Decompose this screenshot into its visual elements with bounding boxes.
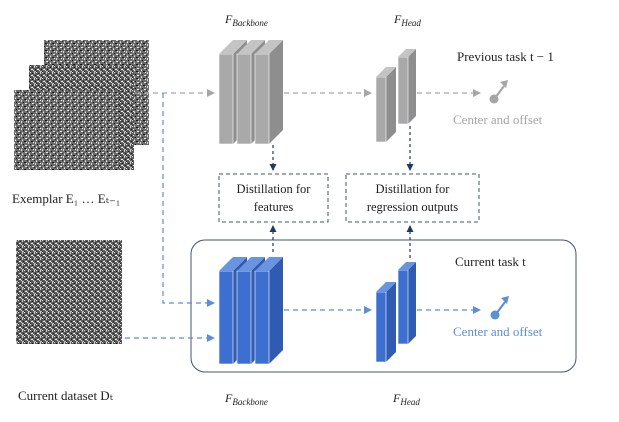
layer-block bbox=[397, 262, 416, 345]
backbone-label-bottom: FBackbone bbox=[224, 391, 268, 407]
backbone-current bbox=[218, 257, 283, 365]
head-current bbox=[375, 262, 416, 363]
layer-block bbox=[375, 67, 396, 143]
backbone-previous bbox=[218, 40, 283, 145]
previous-task-label: Previous task t − 1 bbox=[457, 49, 554, 64]
current-dataset-label: Current dataset Dₜ bbox=[18, 388, 114, 403]
pin-arrow-icon-previous bbox=[489, 80, 508, 104]
current-dataset-image bbox=[16, 240, 122, 344]
layer-block bbox=[375, 282, 396, 363]
current-task-box bbox=[190, 239, 577, 373]
layer-block bbox=[254, 40, 283, 145]
output-bottom-label: Center and offset bbox=[453, 324, 543, 339]
distill-regression-box bbox=[345, 173, 480, 223]
distill-regression-line1: Distillation for bbox=[376, 182, 451, 196]
backbone-label-top: FBackbone bbox=[224, 12, 268, 28]
layer-block bbox=[397, 49, 416, 125]
distill-features-box bbox=[218, 173, 329, 223]
distill-features-line2: features bbox=[254, 200, 294, 214]
distill-features-line1: Distillation for bbox=[237, 182, 312, 196]
pin-arrow-icon-current bbox=[490, 296, 509, 320]
exemplar-label: Exemplar E₁ … Eₜ₋₁ bbox=[12, 191, 120, 206]
exemplar-image-front bbox=[14, 90, 119, 170]
arrow-exemplar-to-current-backbone bbox=[162, 93, 215, 307]
current-task-label: Current task t bbox=[455, 254, 526, 269]
exemplar-image-stack bbox=[14, 40, 149, 170]
layer-block bbox=[254, 257, 283, 365]
head-label-bottom: FHead bbox=[392, 391, 420, 407]
head-previous bbox=[375, 49, 416, 143]
output-top-label: Center and offset bbox=[453, 112, 543, 127]
distill-regression-line2: regression outputs bbox=[367, 200, 458, 214]
head-label-top: FHead bbox=[393, 12, 421, 28]
